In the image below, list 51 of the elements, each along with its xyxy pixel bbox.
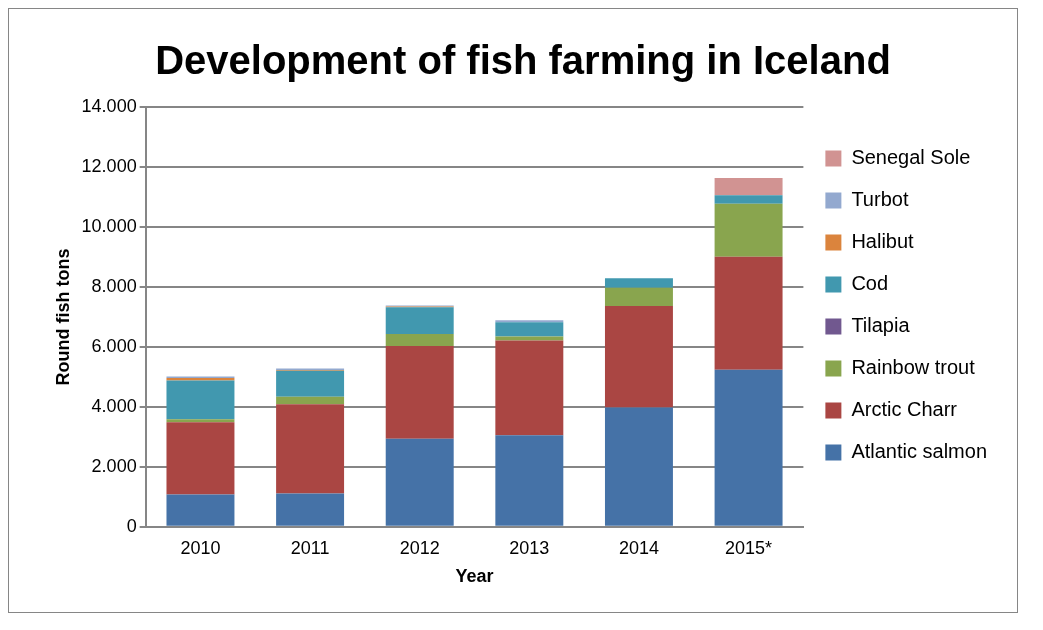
bar	[385, 345, 454, 439]
bar	[604, 407, 673, 526]
bar	[166, 494, 235, 526]
chart-title: Development of fish farming in Iceland	[155, 38, 891, 83]
y-axis-title: Round fish tons	[52, 248, 73, 386]
x-tick-label: 2012	[399, 537, 440, 558]
bar	[604, 287, 673, 307]
legend-label: Tilapia	[851, 314, 911, 337]
y-tick-label: 10.000	[81, 215, 137, 236]
legend-label: Senegal Sole	[851, 146, 971, 169]
bar	[495, 435, 564, 526]
bar	[714, 203, 783, 257]
bar	[495, 322, 564, 337]
x-tick-label: 2010	[180, 537, 221, 558]
y-tick-label: 2.000	[91, 455, 137, 476]
bar	[604, 278, 673, 288]
bar	[276, 370, 345, 397]
bar	[385, 333, 454, 346]
legend-label: Arctic Charr	[851, 398, 958, 421]
bar	[385, 307, 454, 334]
bar	[714, 369, 783, 526]
x-tick-label: 2011	[290, 537, 330, 558]
bar	[604, 306, 673, 408]
bar	[495, 336, 564, 341]
bar	[166, 419, 235, 423]
bar	[276, 493, 345, 526]
y-tick-label: 12.000	[81, 155, 137, 176]
bar	[714, 178, 783, 196]
x-tick-label: 2013	[509, 537, 550, 558]
bar	[385, 438, 454, 526]
bar	[495, 340, 564, 436]
x-tick-label: 2014	[618, 537, 659, 558]
bar	[714, 195, 783, 204]
x-axis-title: Year	[455, 566, 494, 587]
bar	[714, 256, 783, 370]
bar	[166, 380, 235, 420]
y-tick-label: 4.000	[91, 395, 137, 416]
legend-label: Cod	[851, 272, 889, 295]
legend-label: Rainbow trout	[851, 356, 976, 379]
y-tick-label: 0	[126, 515, 137, 536]
bar	[166, 422, 235, 495]
bar	[495, 320, 564, 323]
bar	[276, 396, 345, 405]
y-tick-label: 8.000	[91, 275, 137, 296]
legend-label: Atlantic salmon	[851, 440, 988, 463]
y-tick-label: 14.000	[81, 95, 137, 116]
x-tick-label: 2015*	[725, 537, 773, 558]
legend-label: Halibut	[851, 230, 915, 253]
y-tick-label: 6.000	[91, 335, 137, 356]
legend-label: Turbot	[851, 188, 909, 211]
bar	[276, 404, 345, 494]
